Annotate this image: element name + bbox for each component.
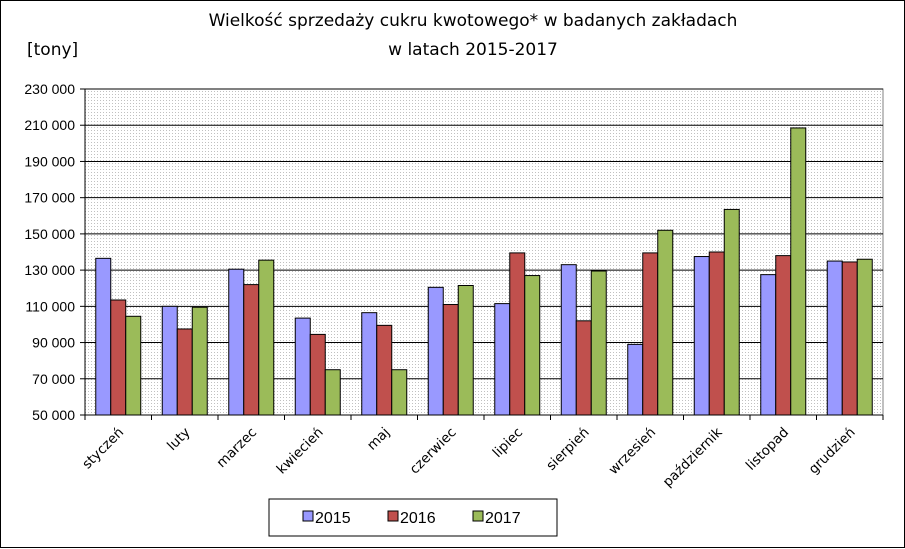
bar-2015-1 (161, 305, 178, 416)
bar-2016-6 (509, 252, 526, 416)
bar-2017-11 (856, 258, 873, 416)
bar-2017-9 (723, 208, 740, 416)
bars (95, 127, 873, 416)
y-tick-label: 190 000 (24, 153, 75, 169)
legend: 2015 2016 2017 (268, 498, 558, 537)
x-tick-label: wrzesień (606, 425, 659, 478)
bar-2017-6 (524, 275, 541, 416)
bar-2017-1 (191, 306, 208, 416)
x-tick-label: maj (364, 425, 393, 454)
bar-2017-7 (590, 270, 607, 416)
legend-box (268, 498, 558, 537)
y-tick-label: 50 000 (32, 407, 75, 423)
chart-title-line2: w latach 2015-2017 (388, 40, 558, 60)
y-tick-label: 210 000 (24, 117, 75, 133)
bar-2015-10 (760, 274, 777, 416)
legend-swatch-2017 (472, 510, 484, 522)
x-tick-label: styczeń (79, 425, 127, 473)
bar-2017-8 (657, 229, 674, 416)
x-tick-label: październik (660, 424, 726, 490)
y-tick-label: 170 000 (24, 190, 75, 206)
x-tick-label: listopad (743, 425, 792, 474)
x-tick-label: sierpień (543, 425, 592, 474)
y-tick-label: 110 000 (25, 298, 75, 314)
bar-2017-4 (391, 369, 408, 416)
x-tick-label: luty (164, 425, 193, 454)
bar-2016-10 (775, 255, 792, 416)
legend-label-2016: 2016 (400, 510, 436, 527)
bar-2015-3 (294, 317, 311, 416)
y-tick-label: 230 000 (24, 81, 75, 97)
y-tick-label: 150 000 (24, 226, 75, 242)
x-tick-label: grudzień (806, 425, 859, 478)
bar-2015-5 (427, 286, 444, 416)
bar-2017-0 (125, 315, 142, 416)
y-axis-label: [tony] (27, 40, 78, 60)
y-tick-label: 130 000 (24, 262, 75, 278)
bar-2016-1 (176, 328, 193, 416)
bar-2015-2 (228, 268, 245, 416)
bar-2015-6 (494, 303, 511, 416)
bar-2016-2 (243, 284, 260, 416)
bar-2015-8 (627, 343, 644, 416)
bar-2016-5 (442, 304, 459, 416)
bar-2016-3 (309, 333, 326, 416)
chart-title-line1: Wielkość sprzedaży cukru kwotowego* w ba… (209, 11, 738, 31)
bar-2017-3 (324, 369, 341, 416)
legend-label-2015: 2015 (315, 510, 351, 527)
x-axis-ticks: styczeń luty marzec kwiecień maj czerwiec lipi… (79, 415, 884, 490)
bar-2016-7 (575, 320, 592, 416)
bar-2016-4 (376, 324, 393, 416)
bar-2015-0 (95, 257, 112, 416)
bar-2015-9 (693, 256, 710, 416)
x-tick-label: czerwiec (407, 425, 460, 478)
y-tick-label: 90 000 (32, 335, 75, 351)
plot-area (84, 88, 884, 416)
bar-2016-0 (110, 299, 127, 416)
y-axis-ticks: 50 000 70 000 90 000 110 000 130 000 150 000 1… (24, 81, 883, 423)
x-tick-label: marzec (214, 425, 261, 472)
bar-2015-7 (560, 264, 577, 416)
bar-2015-11 (826, 260, 843, 416)
bar-2016-8 (642, 252, 659, 416)
legend-label-2017: 2017 (485, 510, 521, 527)
bar-2017-10 (790, 127, 807, 416)
bar-2017-2 (258, 259, 275, 416)
bar-2016-11 (841, 261, 858, 416)
y-tick-label: 70 000 (32, 371, 75, 387)
bar-2015-4 (361, 312, 378, 416)
legend-swatch-2015 (302, 510, 314, 522)
bar-2016-9 (708, 251, 725, 416)
legend-swatch-2016 (387, 510, 399, 522)
bar-2017-5 (457, 285, 474, 416)
x-tick-label: lipiec (490, 425, 526, 461)
x-tick-label: kwiecień (274, 425, 327, 478)
